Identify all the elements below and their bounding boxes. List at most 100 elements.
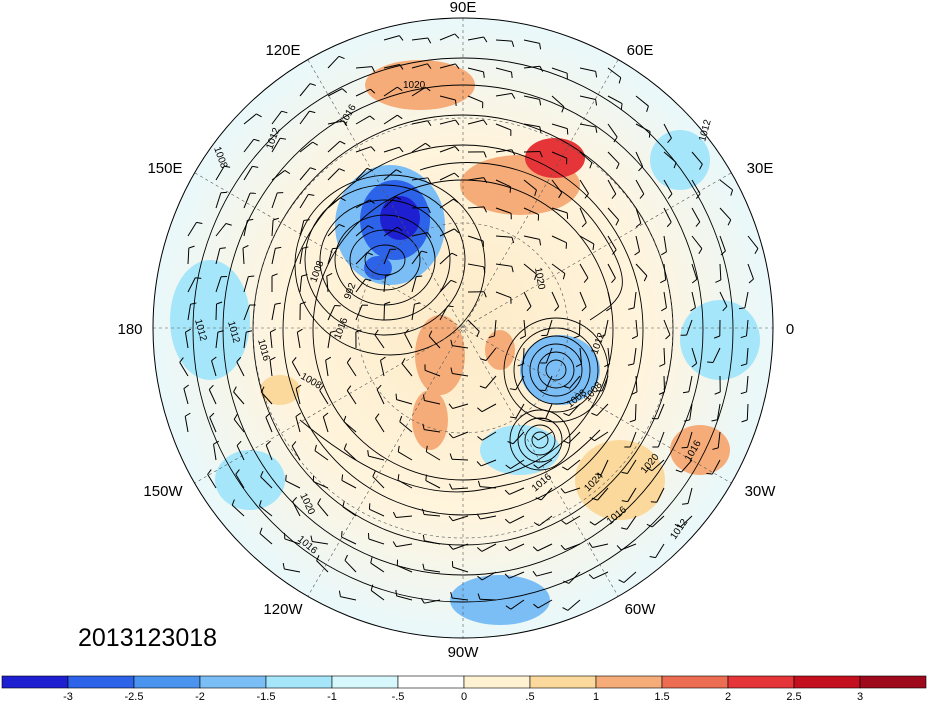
wind-barb-feather bbox=[316, 555, 320, 561]
wind-barb bbox=[341, 480, 357, 489]
wind-barb-feather bbox=[631, 335, 638, 340]
wind-barb-feather bbox=[730, 189, 734, 196]
wind-barb-feather bbox=[236, 440, 242, 446]
wind-barb bbox=[327, 168, 340, 181]
wind-barb bbox=[663, 151, 677, 163]
wind-barb bbox=[579, 207, 587, 223]
wind-barb-feather bbox=[711, 419, 718, 422]
wind-barb bbox=[691, 207, 701, 223]
wind-barb bbox=[635, 235, 641, 252]
wind-barb-feather bbox=[454, 33, 460, 39]
wind-barb bbox=[312, 540, 329, 545]
wind-barb bbox=[523, 291, 532, 307]
wind-barbs bbox=[179, 33, 759, 611]
wind-barb-feather bbox=[511, 40, 515, 47]
wind-barb-feather bbox=[404, 328, 409, 335]
wind-barb-feather bbox=[425, 86, 431, 92]
wind-barb-feather bbox=[183, 384, 189, 389]
wind-barb bbox=[452, 515, 469, 522]
wind-barb bbox=[424, 369, 441, 377]
colorbar-swatch bbox=[265, 675, 333, 689]
wind-barb-feather bbox=[450, 339, 453, 346]
wind-barb-feather bbox=[612, 249, 617, 255]
wind-barb-feather bbox=[507, 441, 514, 445]
wind-barb bbox=[467, 95, 483, 103]
wind-barb bbox=[719, 263, 722, 281]
lon-label-0: 0 bbox=[786, 321, 794, 338]
wind-barb bbox=[717, 431, 721, 448]
wind-barb-feather bbox=[554, 306, 560, 312]
wind-barb bbox=[663, 291, 667, 308]
wind-barb bbox=[399, 421, 413, 433]
wind-barb-feather bbox=[706, 472, 713, 475]
wind-barb bbox=[343, 421, 357, 433]
wind-barb-feather bbox=[589, 162, 593, 169]
wind-barb-feather bbox=[248, 275, 255, 278]
wind-barb bbox=[691, 151, 703, 165]
wind-barb-feather bbox=[308, 193, 315, 196]
wind-barb-feather bbox=[338, 223, 345, 228]
wind-barb-feather bbox=[422, 423, 425, 430]
wind-barb bbox=[689, 403, 693, 420]
wind-barb-feather bbox=[639, 193, 645, 199]
wind-barb-feather bbox=[365, 278, 372, 282]
wind-barb bbox=[663, 347, 666, 365]
wind-barb bbox=[327, 120, 344, 125]
wind-barb bbox=[383, 196, 396, 209]
wind-barb bbox=[314, 450, 329, 461]
wind-barb bbox=[607, 347, 611, 364]
wind-barb-feather bbox=[562, 273, 566, 280]
wind-barb bbox=[295, 416, 301, 433]
wind-barb bbox=[635, 263, 648, 277]
wind-barb-feather bbox=[740, 391, 747, 395]
longitude-labels: 90E 60E 30E 0 30W 60W 90W 120W 150W 180 … bbox=[117, 0, 794, 661]
wind-barb bbox=[607, 235, 617, 251]
wind-barb bbox=[424, 400, 441, 405]
wind-barb-feather bbox=[621, 500, 628, 503]
wind-barb bbox=[635, 319, 638, 336]
wind-barb-feather bbox=[646, 523, 653, 528]
wind-barb bbox=[439, 228, 455, 237]
wind-barb-feather bbox=[483, 206, 487, 213]
wind-barb bbox=[179, 362, 189, 377]
wind-barb bbox=[369, 508, 385, 517]
wind-barb bbox=[260, 391, 273, 405]
wind-barb bbox=[375, 418, 385, 433]
wind-barb bbox=[299, 194, 309, 209]
wind-barb-feather bbox=[517, 363, 524, 367]
wind-barb-feather bbox=[422, 563, 425, 570]
wind-barb bbox=[495, 67, 512, 73]
wind-barb-feather bbox=[314, 444, 317, 451]
wind-barb-feather bbox=[476, 331, 480, 338]
wind-barb-feather bbox=[505, 464, 511, 469]
wind-barb bbox=[291, 445, 301, 461]
wind-barb-feather bbox=[534, 273, 537, 280]
wind-barb bbox=[383, 114, 398, 125]
wind-barb-feather bbox=[233, 386, 237, 393]
colorbar: -3 -2.5 -2 -1.5 -1 -.5 0 .5 1 1.5 2 2.5 3 bbox=[1, 675, 927, 702]
wind-barb bbox=[243, 304, 251, 321]
wind-barb bbox=[265, 444, 273, 461]
wind-barb-feather bbox=[480, 358, 487, 361]
wind-barb-feather bbox=[659, 363, 665, 367]
wind-barb-feather bbox=[395, 393, 398, 400]
wind-barb-feather bbox=[573, 335, 580, 339]
wind-barb bbox=[579, 67, 596, 72]
wind-barb-feather bbox=[505, 605, 512, 610]
wind-barb bbox=[313, 481, 329, 489]
lon-label-30w: 30W bbox=[745, 483, 777, 500]
wind-barb bbox=[523, 207, 539, 216]
colorbar-tick-label: -1 bbox=[327, 691, 337, 702]
colorbar-tick-label: 1.5 bbox=[654, 691, 669, 702]
wind-barb bbox=[568, 431, 581, 444]
wind-barb bbox=[551, 235, 567, 244]
wind-barb-feather bbox=[454, 172, 460, 178]
wind-barb bbox=[325, 360, 329, 377]
wind-barb bbox=[568, 403, 581, 416]
wind-barb bbox=[551, 207, 568, 214]
wind-barb bbox=[633, 347, 637, 364]
colorbar-swatch bbox=[331, 675, 399, 689]
wind-barb-feather bbox=[483, 36, 488, 43]
wind-barb-feather bbox=[595, 71, 598, 78]
wind-barb bbox=[711, 459, 721, 475]
